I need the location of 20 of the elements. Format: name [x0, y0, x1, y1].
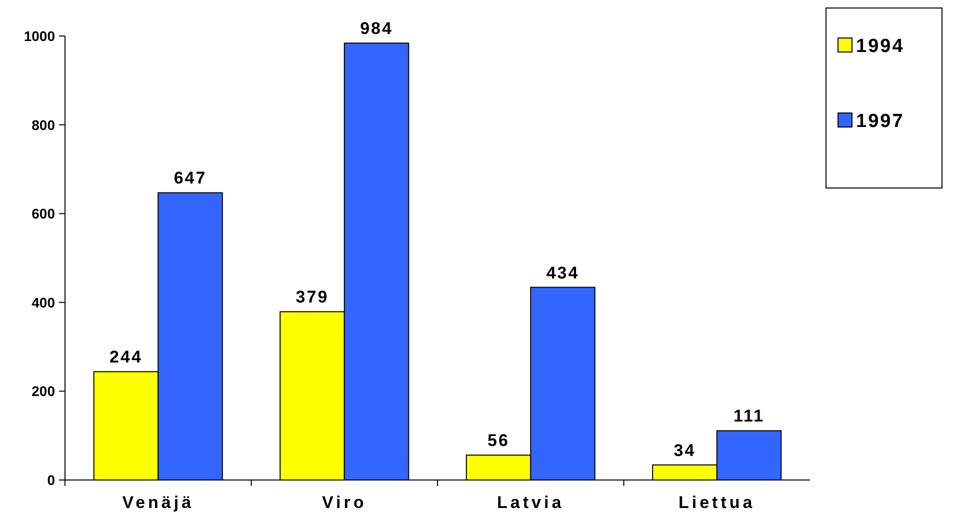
x-tick-label: Latvia — [497, 493, 564, 512]
x-tick-label: Liettua — [678, 493, 756, 512]
y-tick-label: 400 — [32, 294, 56, 310]
x-tick-label: Viro — [322, 493, 367, 512]
data-label: 244 — [110, 348, 142, 367]
data-label: 434 — [546, 263, 580, 282]
data-label: 111 — [734, 406, 765, 426]
data-label: 56 — [488, 431, 510, 450]
data-label: 379 — [296, 288, 329, 307]
y-tick-label: 600 — [32, 206, 56, 222]
y-tick-label: 1000 — [24, 28, 56, 44]
y-tick-label: 800 — [32, 116, 56, 133]
legend-label: 1997 — [856, 111, 904, 132]
data-label: 984 — [360, 19, 393, 38]
data-label: 34 — [674, 440, 696, 460]
y-tick-label: 0 — [47, 472, 56, 488]
legend-label: 1994 — [856, 36, 904, 57]
x-tick-label: Venäjä — [122, 493, 194, 512]
data-label: 647 — [174, 168, 207, 188]
y-tick-label: 200 — [32, 383, 56, 400]
